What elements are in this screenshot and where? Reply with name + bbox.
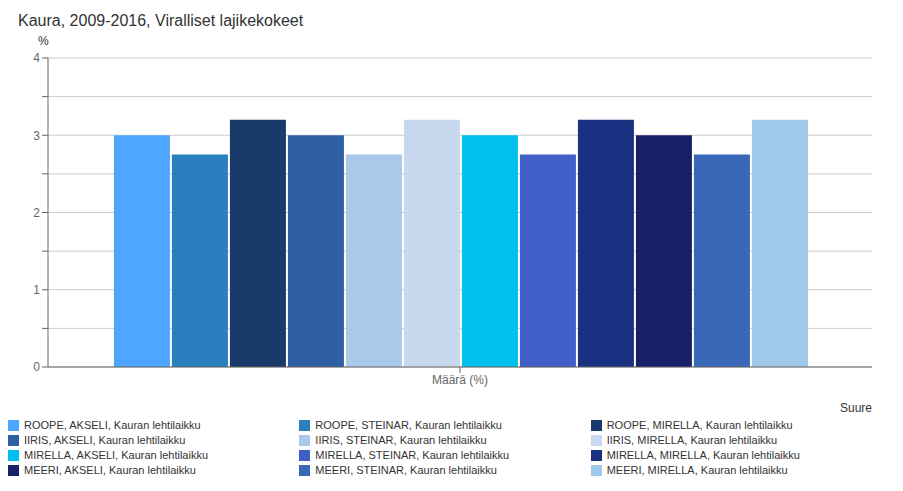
- svg-text:1: 1: [33, 283, 40, 297]
- html-text:MIRELLA, AKSELI, Kauran lehtil: MIRELLA, AKSELI, Kauran lehtilaikku: [24, 449, 208, 461]
- svg-text:4: 4: [33, 51, 40, 65]
- html-text:Kaura, 2009-2016, Viralliset l: Kaura, 2009-2016, Viralliset lajikekokee…: [18, 12, 304, 29]
- html-text:MIRELLA, STEINAR, Kauran lehti: MIRELLA, STEINAR, Kauran lehtilaikku: [315, 449, 510, 461]
- html-text:ROOPE, AKSELI, Kauran lehtilai: ROOPE, AKSELI, Kauran lehtilaikku: [24, 419, 201, 431]
- html-text:IIRIS, AKSELI, Kauran lehtilai: IIRIS, AKSELI, Kauran lehtilaikku: [24, 434, 186, 446]
- html-text:ROOPE, STEINAR, Kauran lehtila: ROOPE, STEINAR, Kauran lehtilaikku: [315, 419, 502, 431]
- svg-text:3: 3: [33, 129, 40, 143]
- html-text:IIRIS, STEINAR, Kauran lehtila: IIRIS, STEINAR, Kauran lehtilaikku: [315, 434, 487, 446]
- svg-text:2: 2: [33, 206, 40, 220]
- html-text:MEERI, AKSELI, Kauran lehtilai: MEERI, AKSELI, Kauran lehtilaikku: [24, 464, 196, 476]
- html-text:MEERI, MIRELLA, Kauran lehtila: MEERI, MIRELLA, Kauran lehtilaikku: [606, 464, 788, 476]
- html-text:MEERI, STEINAR, Kauran lehtila: MEERI, STEINAR, Kauran lehtilaikku: [315, 464, 497, 476]
- html-text:MIRELLA, MIRELLA, Kauran lehti: MIRELLA, MIRELLA, Kauran lehtilaikku: [606, 449, 800, 461]
- html-text:IIRIS, MIRELLA, Kauran lehtila: IIRIS, MIRELLA, Kauran lehtilaikku: [606, 434, 778, 446]
- svg-text:Määrä (%): Määrä (%): [432, 373, 488, 387]
- html-text:Suure: Suure: [840, 401, 872, 415]
- svg-text:0: 0: [33, 360, 40, 374]
- html-text:ROOPE, MIRELLA, Kauran lehtila: ROOPE, MIRELLA, Kauran lehtilaikku: [606, 419, 793, 431]
